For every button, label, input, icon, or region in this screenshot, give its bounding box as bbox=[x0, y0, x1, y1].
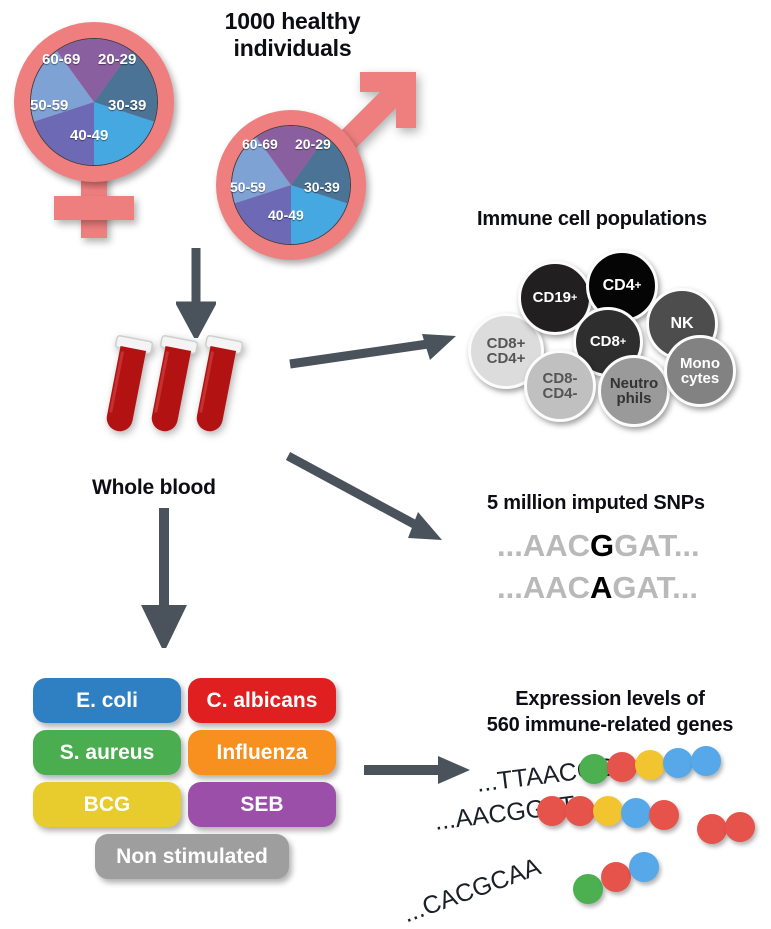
pie-label-30-39: 30-39 bbox=[304, 179, 340, 195]
expression-bead bbox=[607, 752, 637, 782]
pie-label-20-29: 20-29 bbox=[98, 51, 137, 68]
expression-bead bbox=[601, 862, 631, 892]
pie-label-40-49: 40-49 bbox=[268, 207, 304, 223]
snp-variant-base: A bbox=[590, 570, 613, 605]
snp-suffix: GAT... bbox=[614, 528, 700, 563]
expression-bead bbox=[697, 814, 727, 844]
arrow-stimuli-to-expression bbox=[364, 756, 470, 784]
stimulus-label: C. albicans bbox=[206, 688, 318, 712]
stimulus-label: S. aureus bbox=[59, 740, 155, 764]
female-gender-symbol: 20-29 30-39 40-49 50-59 60-69 bbox=[8, 18, 188, 243]
stimulus-non-stimulated[interactable]: Non stimulated bbox=[95, 834, 289, 879]
expression-bead bbox=[593, 796, 623, 826]
stimulus-label: Non stimulated bbox=[116, 844, 268, 868]
immune-cell-label: NK bbox=[670, 314, 694, 332]
expression-title: Expression levels of 560 immune-related … bbox=[460, 686, 760, 738]
stimulus-label: E. coli bbox=[76, 688, 138, 712]
snp-prefix: ...AAC bbox=[497, 528, 590, 563]
immune-cell-neutrophils: Neutro phils bbox=[598, 355, 670, 427]
expression-bead bbox=[629, 852, 659, 882]
expression-bead bbox=[621, 798, 651, 828]
immune-cell-cluster: CD8+ CD4+ CD19 + CD4 + NK CD8 + CD8- CD4- N… bbox=[468, 245, 768, 427]
snps-title: 5 million imputed SNPs bbox=[487, 492, 705, 514]
expression-bead bbox=[635, 750, 665, 780]
pie-label-30-39: 30-39 bbox=[108, 97, 147, 114]
stimulus-label: BCG bbox=[83, 792, 131, 816]
immune-cell-label: CD4 bbox=[602, 276, 635, 294]
snp-allele-row-2: ...AACAGAT... bbox=[497, 570, 698, 606]
immune-cell-cd8n-cd4n: CD8- CD4- bbox=[524, 350, 596, 422]
pie-label-50-59: 50-59 bbox=[230, 179, 266, 195]
expression-title-line2: 560 immune-related genes bbox=[486, 714, 734, 736]
expression-bead bbox=[649, 800, 679, 830]
immune-cell-label: CD19 bbox=[532, 289, 572, 307]
expression-bead bbox=[565, 796, 595, 826]
immune-cell-label: CD8 bbox=[589, 333, 620, 351]
immune-cell-label: CD8+ CD4+ bbox=[486, 334, 526, 367]
expression-strands: ...TTAACGG ...AACGGAT ...CACGCAA bbox=[399, 746, 771, 928]
arrow-cohort-to-blood bbox=[176, 248, 216, 338]
stimulus-label: Influenza bbox=[216, 740, 308, 764]
pie-label-50-59: 50-59 bbox=[30, 97, 69, 114]
male-gender-symbol: 20-29 30-39 40-49 50-59 60-69 bbox=[196, 68, 426, 263]
stimulus-seb[interactable]: SEB bbox=[188, 782, 336, 827]
whole-blood-label: Whole blood bbox=[92, 476, 216, 499]
immune-cell-label: CD8- CD4- bbox=[542, 369, 578, 402]
immune-cell-label: Neutro phils bbox=[609, 374, 659, 407]
pie-label-60-69: 60-69 bbox=[42, 51, 81, 68]
expression-bead bbox=[691, 746, 721, 776]
female-symbol-crossbar bbox=[54, 196, 134, 220]
stimulus-s-aureus[interactable]: S. aureus bbox=[33, 730, 181, 775]
expression-title-line1: Expression levels of bbox=[515, 688, 705, 710]
snp-suffix: GAT... bbox=[612, 570, 698, 605]
arrow-blood-to-immune bbox=[289, 334, 456, 369]
expression-bead bbox=[579, 754, 609, 784]
immune-populations-title: Immune cell populations bbox=[477, 208, 707, 230]
whole-blood-illustration bbox=[100, 335, 260, 450]
cohort-title: 1000 healthy individuals bbox=[224, 8, 361, 62]
arrow-blood-to-snps bbox=[286, 452, 442, 540]
stimuli-panel: E. coli C. albicans S. aureus Influenza … bbox=[33, 678, 353, 893]
snp-allele-row-1: ...AACGGAT... bbox=[497, 528, 700, 564]
stimulus-e-coli[interactable]: E. coli bbox=[33, 678, 181, 723]
stimulus-bcg[interactable]: BCG bbox=[33, 782, 181, 827]
pie-label-20-29: 20-29 bbox=[295, 136, 331, 152]
expression-bead bbox=[663, 748, 693, 778]
immune-cell-monocytes: Mono cytes bbox=[664, 335, 736, 407]
stimulus-influenza[interactable]: Influenza bbox=[188, 730, 336, 775]
snp-prefix: ...AAC bbox=[497, 570, 590, 605]
pie-label-60-69: 60-69 bbox=[242, 136, 278, 152]
expression-bead bbox=[537, 796, 567, 826]
male-age-pie bbox=[231, 125, 351, 245]
pie-label-40-49: 40-49 bbox=[70, 127, 109, 144]
expression-bead bbox=[573, 874, 603, 904]
expression-bead bbox=[725, 812, 755, 842]
snp-variant-base: G bbox=[590, 528, 615, 563]
stimulus-label: SEB bbox=[240, 792, 284, 816]
female-age-pie bbox=[30, 38, 158, 166]
arrow-blood-to-stimuli bbox=[141, 508, 187, 648]
immune-cell-label: Mono cytes bbox=[680, 354, 720, 387]
stimulus-c-albicans[interactable]: C. albicans bbox=[188, 678, 336, 723]
strand-sequence: ...CACGCAA bbox=[399, 852, 545, 929]
